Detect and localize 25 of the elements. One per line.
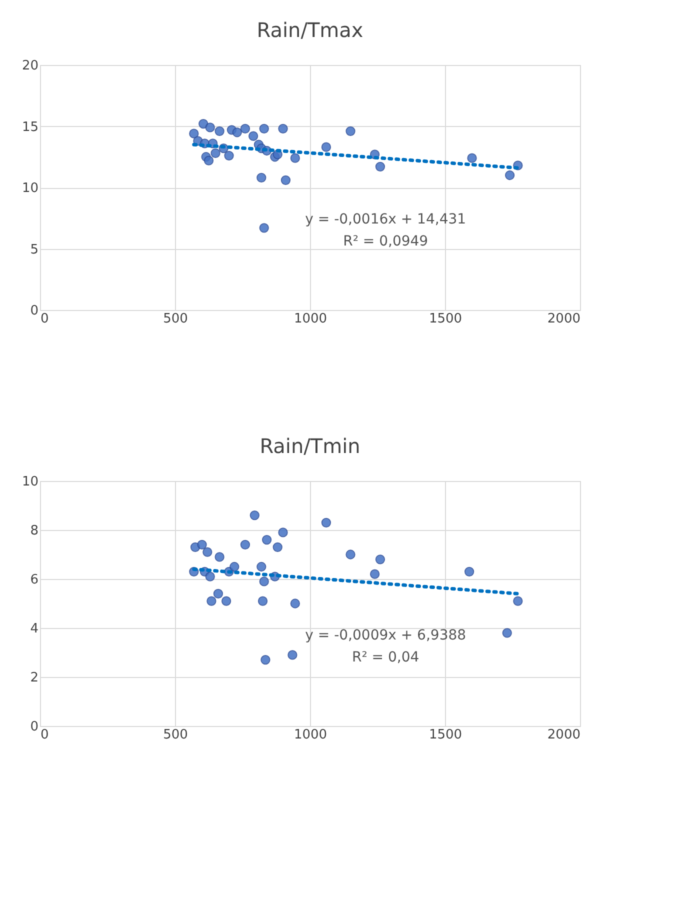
chart-title: Rain/Tmin [260,434,360,458]
y-tick-label: 20 [22,58,38,74]
y-tick-label: 15 [22,120,38,135]
annotation: y = -0,0009x + 6,9388 [305,627,466,644]
y-tick-label: 8 [30,524,38,538]
y-tick-label: 6 [30,572,38,588]
annotation: y = -0,0016x + 14,431 [305,211,466,228]
x-tick-label: 500 [163,312,188,326]
annotation: R² = 0,04 [352,649,420,666]
x-tick-label: 1000 [294,312,328,326]
annotation: R² = 0,0949 [343,233,428,250]
x-tick-label: 500 [163,728,188,742]
x-tick-label: 0 [40,312,49,326]
y-tick-label: 5 [30,242,38,258]
x-tick-label: 2000 [547,312,580,326]
y-tick-label: 10 [22,474,38,490]
x-tick-label: 0 [40,728,49,742]
x-tick-label: 1500 [428,312,462,326]
x-tick-label: 1500 [428,728,462,742]
y-tick-label: 4 [30,622,38,636]
y-tick-label: 2 [30,670,38,686]
y-tick-label: 10 [22,181,38,196]
x-tick-label: 1000 [294,728,328,742]
chart-title: Rain/Tmax [256,18,364,42]
x-tick-label: 2000 [547,728,580,742]
